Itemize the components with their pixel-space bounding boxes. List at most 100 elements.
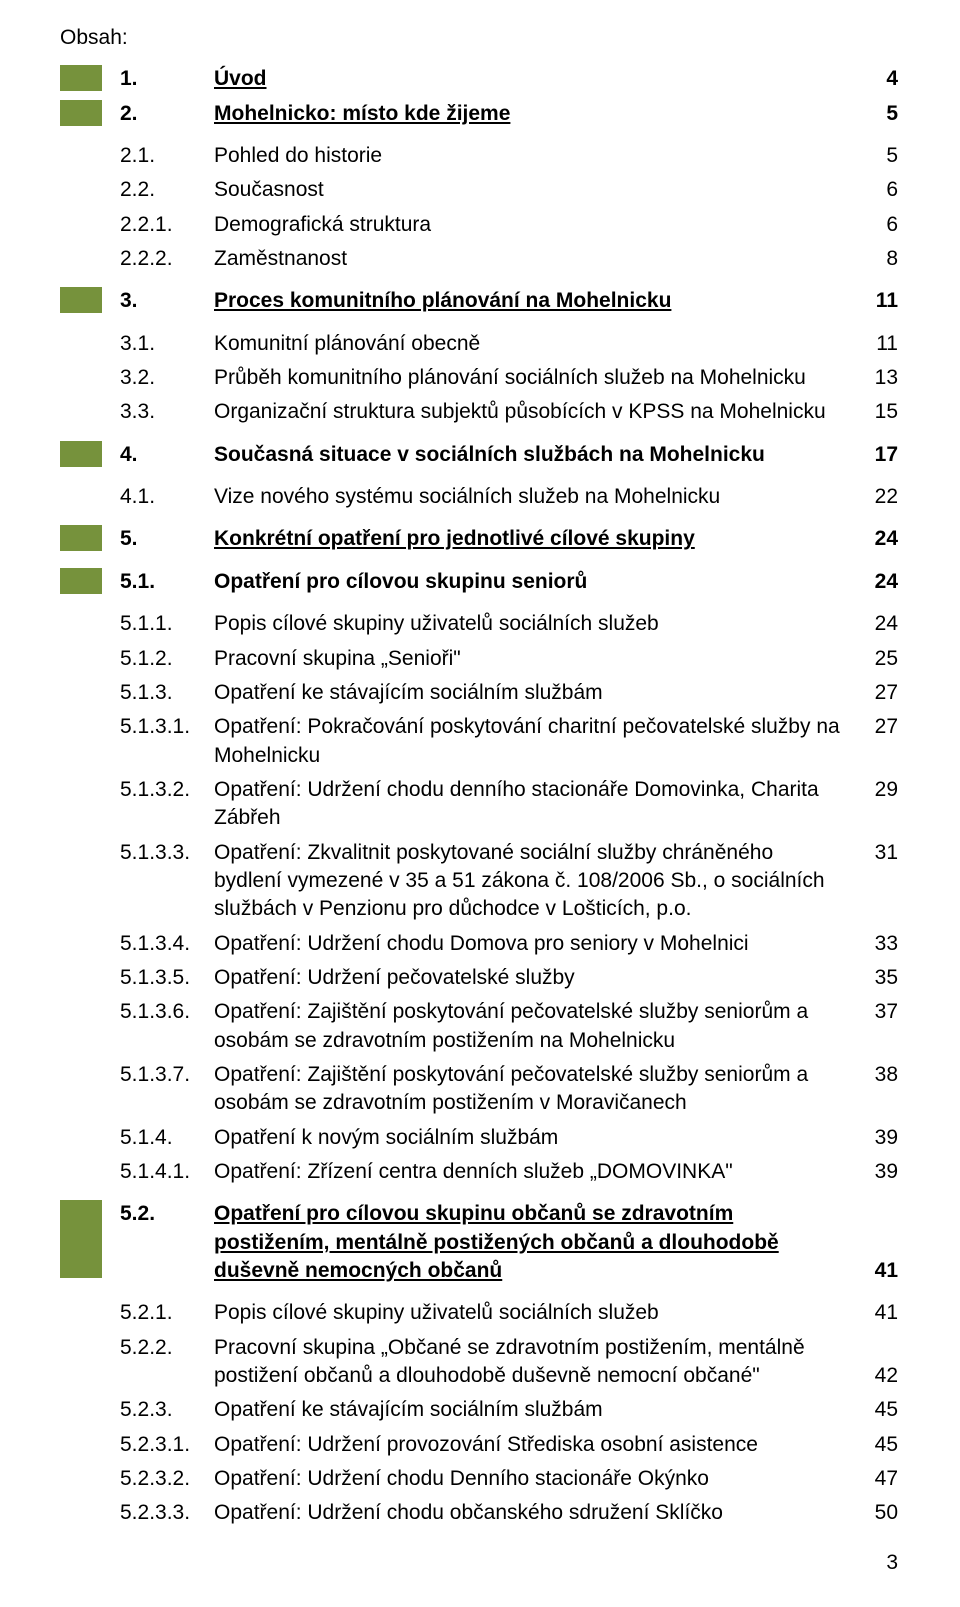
toc-text: Konkrétní opatření pro jednotlivé cílové…: [214, 522, 850, 556]
toc-num: 3.2.: [116, 361, 214, 395]
toc-row: 5.1.3.5. Opatření: Udržení pečovatelské …: [60, 961, 900, 995]
toc-page: 5: [850, 97, 900, 131]
section-marker: [60, 441, 102, 467]
toc-text: Pracovní skupina „Senioři": [214, 642, 850, 676]
toc-text: Popis cílové skupiny uživatelů sociálníc…: [214, 1296, 850, 1330]
toc-page: 11: [850, 327, 900, 361]
toc-page: 27: [850, 676, 900, 710]
toc-num: 5.2.2.: [116, 1331, 214, 1394]
toc-page: 38: [850, 1058, 900, 1121]
toc-page: 4: [850, 62, 900, 96]
toc-num: 5.1.3.2.: [116, 773, 214, 836]
toc-page: 41: [850, 1296, 900, 1330]
toc-text: Průběh komunitního plánování sociálních …: [214, 361, 850, 395]
toc-row: 3.3. Organizační struktura subjektů půso…: [60, 395, 900, 429]
toc-num: 3.3.: [116, 395, 214, 429]
toc-page: 42: [850, 1331, 900, 1394]
section-marker: [60, 65, 102, 91]
toc-text: Opatření: Zkvalitnit poskytované sociáln…: [214, 836, 850, 927]
toc-page: 8: [850, 242, 900, 276]
toc-text: Vize nového systému sociálních služeb na…: [214, 480, 850, 514]
toc-text: Komunitní plánování obecně: [214, 327, 850, 361]
toc-text: Opatření pro cílovou skupinu seniorů: [214, 565, 850, 599]
toc-num: 2.1.: [116, 139, 214, 173]
toc-num: 2.2.: [116, 173, 214, 207]
toc-num: 4.1.: [116, 480, 214, 514]
toc-text: Úvod: [214, 62, 850, 96]
toc-num: 5.1.2.: [116, 642, 214, 676]
toc-text: Opatření: Udržení chodu občanského sdruž…: [214, 1496, 850, 1530]
toc-row: 1. Úvod 4: [60, 62, 900, 96]
toc-text: Opatření: Pokračování poskytování charit…: [214, 710, 850, 773]
toc-row: 5.1. Opatření pro cílovou skupinu senior…: [60, 565, 900, 599]
toc-page: 24: [850, 565, 900, 599]
toc-row: 2.2.1. Demografická struktura 6: [60, 208, 900, 242]
toc-row: 2.2.2. Zaměstnanost 8: [60, 242, 900, 276]
toc-row: 5.2.1. Popis cílové skupiny uživatelů so…: [60, 1296, 900, 1330]
toc-row: 3.1. Komunitní plánování obecně 11: [60, 327, 900, 361]
toc-text: Opatření: Udržení chodu Domova pro senio…: [214, 927, 850, 961]
toc-page: 24: [850, 607, 900, 641]
toc-row: 4.1. Vize nového systému sociálních služ…: [60, 480, 900, 514]
toc-row: 5.2.3.2. Opatření: Udržení chodu Denního…: [60, 1462, 900, 1496]
toc-text: Opatření: Udržení chodu denního stacioná…: [214, 773, 850, 836]
toc-page: 45: [850, 1393, 900, 1427]
toc-text: Současná situace v sociálních službách n…: [214, 438, 850, 472]
toc-text: Mohelnicko: místo kde žijeme: [214, 97, 850, 131]
toc-page: 13: [850, 361, 900, 395]
toc-page: 50: [850, 1496, 900, 1530]
toc-num: 5.2.3.3.: [116, 1496, 214, 1530]
toc-page: 39: [850, 1121, 900, 1155]
toc-page: 41: [850, 1197, 900, 1288]
page-container: Obsah: 1. Úvod 4 2. Mohelnicko: místo kd…: [0, 0, 960, 1607]
page-number: 3: [60, 1549, 900, 1577]
toc-num: 2.2.2.: [116, 242, 214, 276]
toc-text: Pracovní skupina „Občané se zdravotním p…: [214, 1331, 850, 1394]
toc-page: 11: [850, 284, 900, 318]
toc-page: 39: [850, 1155, 900, 1189]
toc-row: 5.1.2. Pracovní skupina „Senioři" 25: [60, 642, 900, 676]
toc-num: 5.1.4.1.: [116, 1155, 214, 1189]
toc-page: 6: [850, 208, 900, 242]
section-marker: [60, 100, 102, 126]
toc-text: Opatření ke stávajícím sociálním službám: [214, 676, 850, 710]
toc-num: 5.2.3.1.: [116, 1428, 214, 1462]
toc-page: 17: [850, 438, 900, 472]
toc-page: 37: [850, 995, 900, 1058]
toc-row: 5.1.3. Opatření ke stávajícím sociálním …: [60, 676, 900, 710]
toc-row: 4. Současná situace v sociálních službác…: [60, 438, 900, 472]
toc-row: 2. Mohelnicko: místo kde žijeme 5: [60, 97, 900, 131]
toc-text: Opatření: Udržení chodu Denního stacioná…: [214, 1462, 850, 1496]
toc-row: 5.2.3.1. Opatření: Udržení provozování S…: [60, 1428, 900, 1462]
toc-text: Opatření: Zajištění poskytování pečovate…: [214, 995, 850, 1058]
toc-page: 33: [850, 927, 900, 961]
toc-row: 5.1.1. Popis cílové skupiny uživatelů so…: [60, 607, 900, 641]
toc-text: Opatření: Zajištění poskytování pečovate…: [214, 1058, 850, 1121]
toc-row: 5.1.3.4. Opatření: Udržení chodu Domova …: [60, 927, 900, 961]
toc-num: 5.1.3.1.: [116, 710, 214, 773]
toc-row: 2.2. Současnost 6: [60, 173, 900, 207]
toc-text: Současnost: [214, 173, 850, 207]
toc-row: 5.1.4.1. Opatření: Zřízení centra denníc…: [60, 1155, 900, 1189]
toc-row: 5.1.3.6. Opatření: Zajištění poskytování…: [60, 995, 900, 1058]
section-marker: [60, 525, 102, 551]
toc-page: 29: [850, 773, 900, 836]
toc-row: 5.1.3.1. Opatření: Pokračování poskytová…: [60, 710, 900, 773]
section-marker: [60, 287, 102, 313]
toc-num: 5.1.4.: [116, 1121, 214, 1155]
toc-num: 5.1.: [116, 565, 214, 599]
toc-num: 5.2.3.2.: [116, 1462, 214, 1496]
toc-num: 2.2.1.: [116, 208, 214, 242]
toc-num: 3.1.: [116, 327, 214, 361]
toc-num: 4.: [116, 438, 214, 472]
toc-page: 35: [850, 961, 900, 995]
toc-text: Popis cílové skupiny uživatelů sociálníc…: [214, 607, 850, 641]
toc-row: 5.2.3.3. Opatření: Udržení chodu občansk…: [60, 1496, 900, 1530]
toc-row: 3. Proces komunitního plánování na Mohel…: [60, 284, 900, 318]
toc-text: Opatření k novým sociálním službám: [214, 1121, 850, 1155]
toc-title: Obsah:: [60, 24, 900, 52]
toc-text: Proces komunitního plánování na Mohelnic…: [214, 284, 850, 318]
toc-page: 27: [850, 710, 900, 773]
toc-row: 5.1.3.3. Opatření: Zkvalitnit poskytovan…: [60, 836, 900, 927]
section-marker: [60, 568, 102, 594]
